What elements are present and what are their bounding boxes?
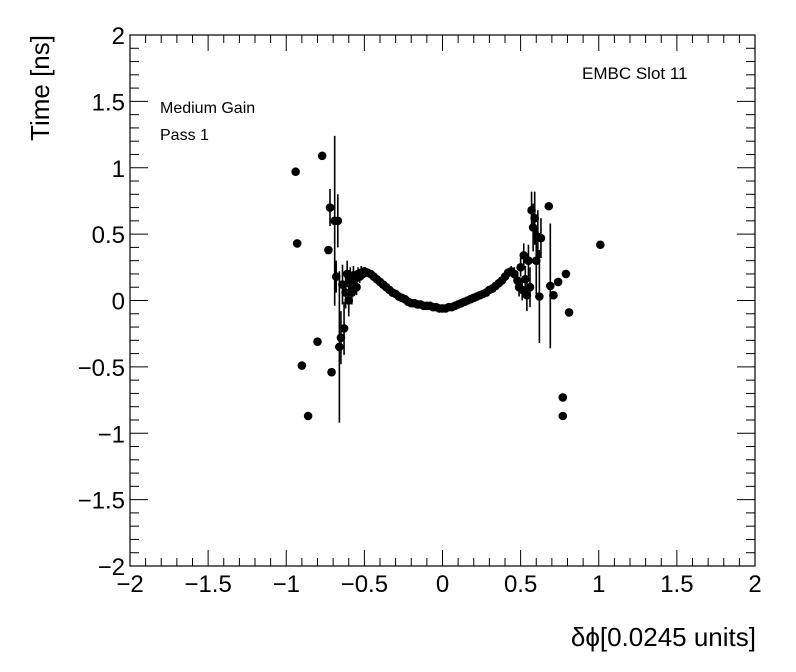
- data-point: [513, 276, 522, 285]
- data-point: [530, 213, 539, 223]
- data-point: [527, 205, 536, 215]
- data-point: [535, 292, 544, 301]
- y-tick-label: 0: [112, 289, 125, 316]
- x-tick-label: 1.5: [660, 571, 693, 598]
- data-point: [333, 216, 343, 226]
- data-point: [596, 240, 605, 250]
- data-point: [536, 233, 546, 243]
- data-point: [516, 263, 525, 272]
- data-point: [325, 203, 335, 212]
- data-point: [558, 411, 568, 421]
- y-tick-label: −1.5: [78, 488, 125, 515]
- x-axis-title: δϕ[0.0245 units]: [571, 622, 756, 652]
- data-point: [521, 274, 530, 284]
- data-point: [546, 281, 555, 291]
- data-point: [297, 361, 307, 370]
- y-tick-label: 0.5: [92, 222, 125, 249]
- data-point: [558, 393, 568, 402]
- data-point: [528, 223, 538, 232]
- data-point: [331, 272, 341, 281]
- x-tick-label: 0.5: [504, 571, 537, 598]
- data-point: [561, 269, 571, 279]
- data-point: [335, 342, 344, 352]
- data-point: [524, 256, 533, 265]
- data-point: [292, 239, 302, 248]
- y-tick-label: 1.5: [92, 89, 125, 116]
- data-point: [291, 167, 300, 177]
- data-point: [336, 333, 346, 342]
- data-point: [510, 269, 519, 279]
- data-point: [327, 367, 336, 377]
- data-point: [553, 277, 563, 287]
- annotation-slot: EMBC Slot 11: [582, 64, 688, 83]
- data-point: [352, 282, 361, 292]
- data-point: [544, 201, 554, 211]
- x-tick-label: 1: [592, 571, 605, 598]
- data-point: [317, 151, 327, 161]
- y-tick-label: 2: [112, 23, 125, 50]
- data-point: [522, 290, 532, 300]
- y-tick-labels: −2 −1.5 −1 −0.5 0 0.5 1 1.5 2: [78, 23, 125, 581]
- data-point: [313, 337, 322, 346]
- y-axis-title: Time [ns]: [25, 35, 55, 141]
- data-point: [338, 280, 347, 289]
- y-tick-label: −0.5: [78, 355, 125, 382]
- x-tick-label: −0.5: [341, 571, 388, 598]
- data-point: [339, 324, 349, 333]
- data-point: [303, 411, 313, 421]
- data-point: [341, 288, 350, 297]
- plot-frame: [129, 34, 756, 567]
- data-point: [324, 245, 333, 255]
- data-point: [564, 308, 574, 317]
- data-point: [525, 282, 535, 292]
- data-points: [291, 151, 605, 421]
- data-point: [549, 290, 558, 300]
- x-tick-label: −1: [273, 571, 300, 598]
- data-point: [344, 296, 354, 305]
- annotation-pass: Pass 1: [160, 127, 209, 144]
- y-tick-label: −2: [98, 554, 125, 581]
- x-tick-label: 0: [436, 571, 449, 598]
- data-point: [531, 256, 541, 265]
- annotation-gain: Medium Gain: [160, 100, 255, 117]
- y-tick-label: 1: [112, 156, 125, 183]
- x-tick-labels: −2 −1.5 −1 −0.5 0 0.5 1 1.5 2: [116, 571, 761, 598]
- x-tick-label: 2: [748, 571, 761, 598]
- y-tick-label: −1: [98, 421, 125, 448]
- x-tick-label: −2: [116, 571, 143, 598]
- x-tick-label: −1.5: [184, 571, 231, 598]
